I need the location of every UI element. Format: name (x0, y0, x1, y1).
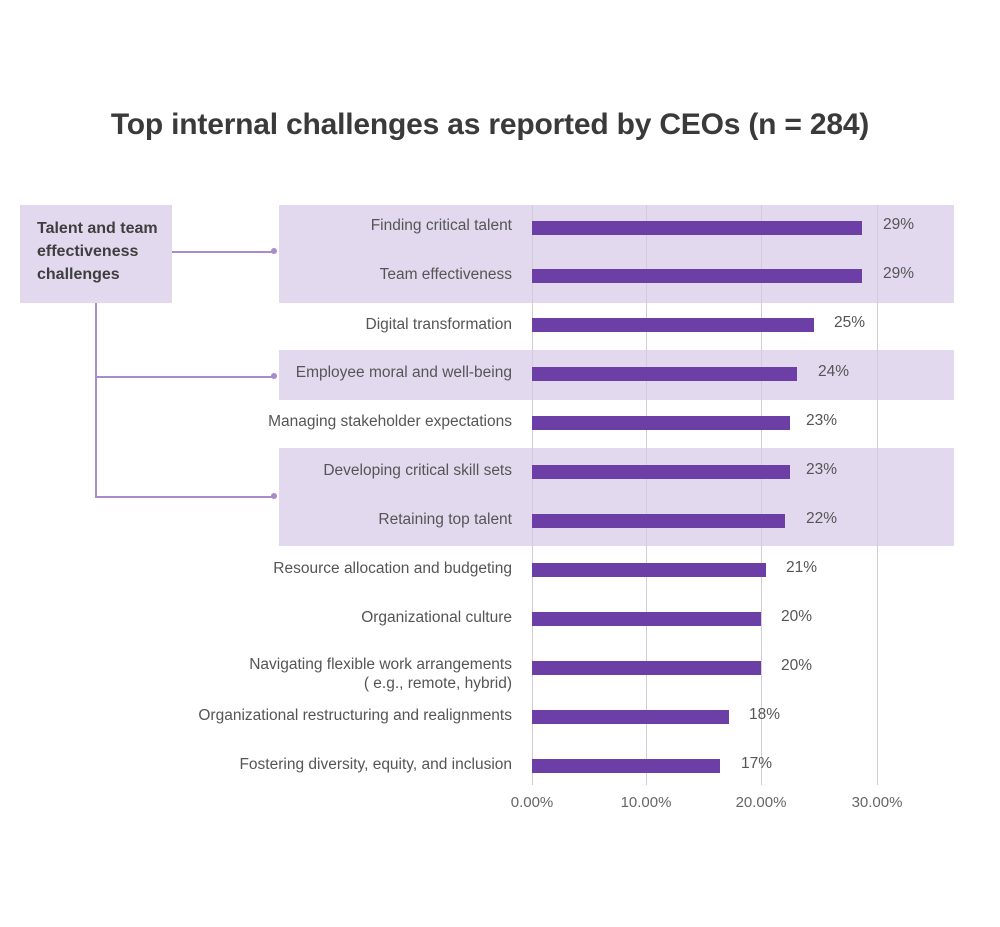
group-label-line-2: effectiveness (37, 243, 139, 260)
gridline-10 (646, 205, 647, 785)
gridline-20 (761, 205, 762, 785)
category-label: Resource allocation and budgeting (273, 560, 512, 577)
chart-title: Top internal challenges as reported by C… (110, 108, 870, 141)
connector-dot (271, 493, 277, 499)
x-tick-label: 10.00% (620, 794, 672, 811)
category-label: Developing critical skill sets (323, 462, 512, 479)
value-label: 18% (749, 706, 781, 723)
value-label: 24% (818, 363, 850, 380)
value-label: 20% (781, 657, 813, 674)
connector-line (95, 303, 97, 497)
bar (532, 612, 761, 626)
bar (532, 367, 797, 381)
connector-dot (271, 248, 277, 254)
category-label-line-2: ( e.g., remote, hybrid) (363, 675, 512, 692)
category-label: Finding critical talent (370, 217, 512, 234)
value-label: 25% (834, 314, 866, 331)
value-label: 29% (883, 265, 915, 282)
category-label: Employee moral and well-being (295, 364, 512, 381)
value-label: 20% (781, 608, 813, 625)
bar (532, 563, 766, 577)
group-label-line-1: Talent and team (37, 220, 158, 237)
bar (532, 269, 862, 283)
x-tick-label: 30.00% (851, 794, 903, 811)
bar (532, 759, 720, 773)
highlight-band-skills-retention (279, 448, 954, 546)
value-label: 22% (806, 510, 838, 527)
category-label: Managing stakeholder expectations (268, 413, 512, 430)
bar (532, 661, 761, 675)
category-label: Organizational culture (361, 609, 512, 626)
category-label: Retaining top talent (378, 511, 512, 528)
group-label-line-3: challenges (37, 266, 120, 283)
connector-line (95, 496, 274, 498)
category-label: Digital transformation (365, 316, 512, 333)
value-label: 23% (806, 461, 838, 478)
bar (532, 221, 862, 235)
value-label: 23% (806, 412, 838, 429)
value-label: 29% (883, 216, 915, 233)
x-tick-label: 0.00% (510, 794, 554, 811)
gridline-30 (877, 205, 878, 785)
bar (532, 465, 790, 479)
bar (532, 710, 729, 724)
group-label-box: Talent and team effectiveness challenges (20, 205, 172, 303)
category-label: Navigating flexible work arrangements (249, 656, 512, 673)
bar (532, 318, 814, 332)
category-label: Team effectiveness (379, 266, 512, 283)
connector-line (172, 251, 274, 253)
value-label: 21% (786, 559, 818, 576)
value-label: 17% (741, 755, 773, 772)
connector-line (95, 376, 274, 378)
category-label: Fostering diversity, equity, and inclusi… (239, 756, 512, 773)
bar (532, 514, 785, 528)
category-label: Organizational restructuring and realign… (198, 707, 512, 724)
gridline-0 (532, 205, 533, 785)
bar (532, 416, 790, 430)
connector-dot (271, 373, 277, 379)
x-tick-label: 20.00% (735, 794, 787, 811)
